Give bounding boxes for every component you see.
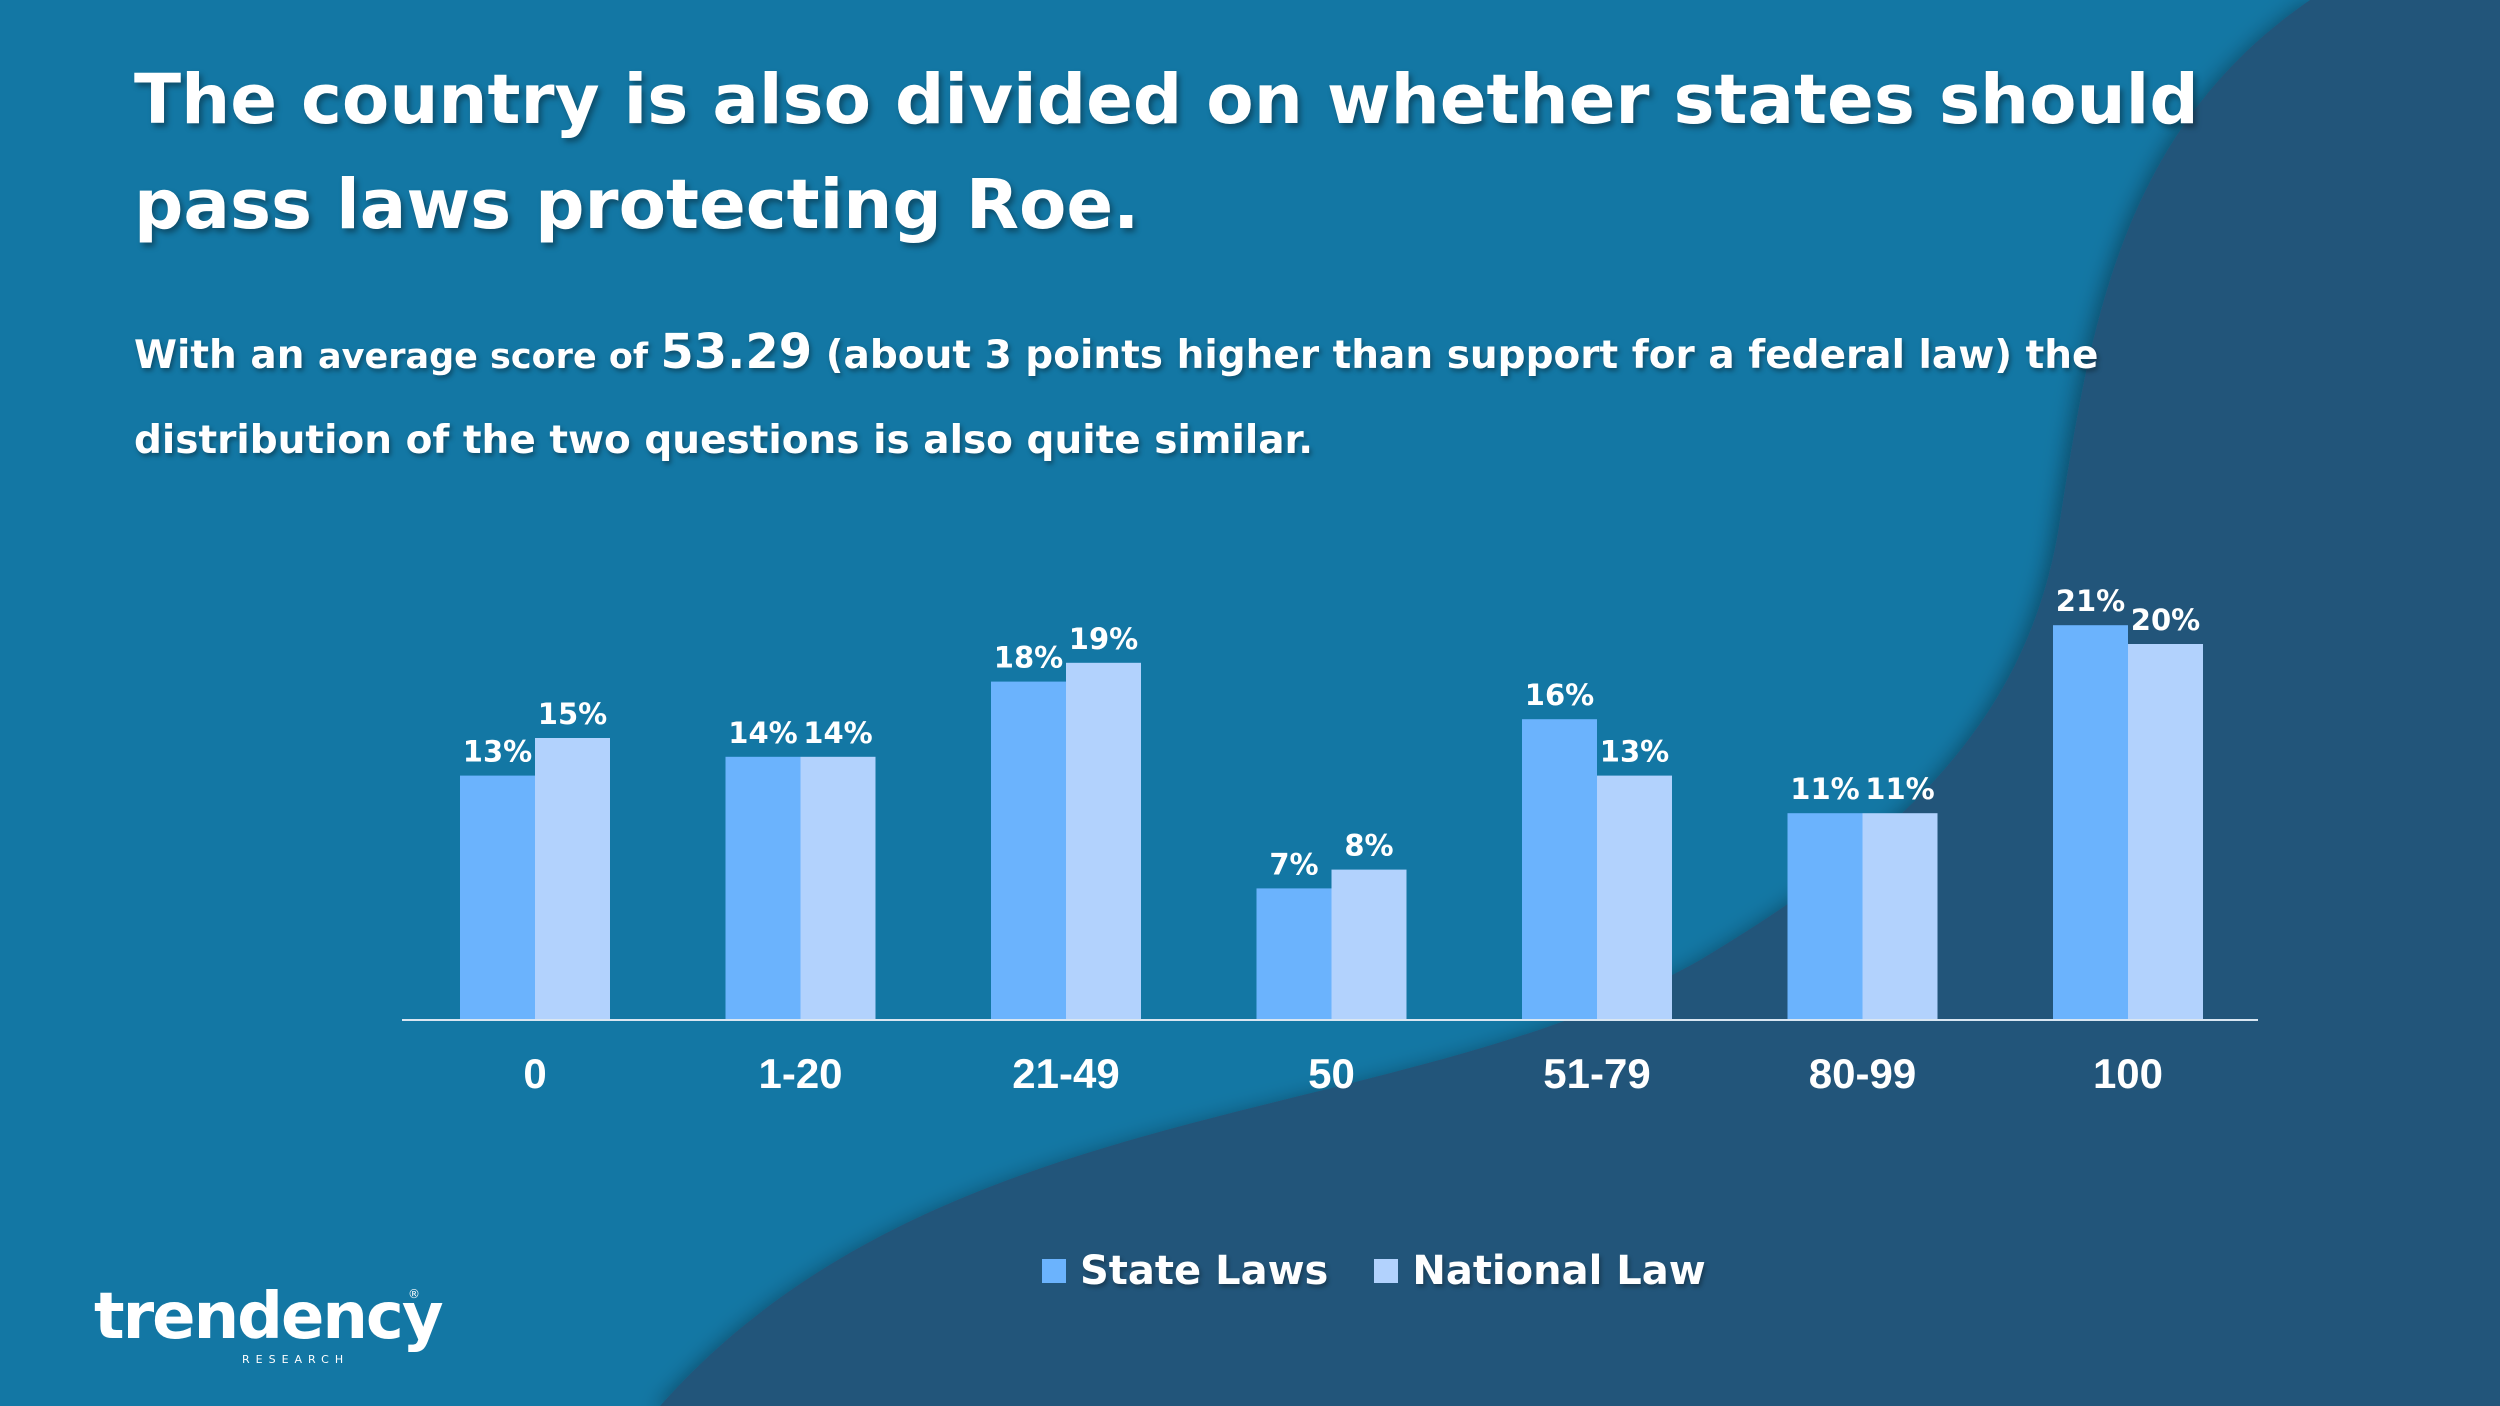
data-label-national-51-79: 13% [1600, 735, 1669, 769]
data-label-national-100: 20% [2131, 603, 2200, 637]
bar-national-0 [535, 738, 610, 1020]
logo-wordmark: trendency [94, 1280, 444, 1354]
bar-state-100 [2053, 625, 2128, 1020]
data-label-national-1-20: 14% [803, 716, 872, 750]
bar-national-51-79 [1597, 775, 1672, 1020]
page-title: The country is also divided on whether s… [134, 60, 2199, 245]
legend-item-state: State Laws [1042, 1248, 1328, 1294]
data-label-state-100: 21% [2056, 584, 2125, 618]
trendency-logo: trendency RESEARCH ® [94, 1280, 444, 1375]
x-tick-label-1-20: 1-20 [758, 1050, 842, 1097]
bar-national-100 [2128, 644, 2203, 1020]
bar-state-50 [1256, 888, 1332, 1020]
bar-national-80-99 [1862, 813, 1938, 1020]
data-label-state-51-79: 16% [1525, 678, 1594, 712]
data-label-state-50: 7% [1269, 847, 1318, 881]
data-label-state-80-99: 11% [1790, 772, 1859, 806]
legend-item-national: National Law [1374, 1248, 1706, 1294]
x-tick-label-80-99: 80-99 [1809, 1050, 1916, 1097]
legend-label-national: National Law [1412, 1248, 1706, 1294]
bar-state-80-99 [1787, 813, 1863, 1020]
bar-national-1-20 [800, 756, 876, 1020]
bar-national-50 [1331, 869, 1407, 1020]
legend-swatch-state [1042, 1259, 1066, 1283]
data-label-state-21-49: 18% [994, 641, 1063, 675]
bar-state-1-20 [725, 756, 801, 1020]
logo-tagline: RESEARCH [242, 1353, 350, 1366]
average-score: 53.29 [660, 324, 813, 380]
data-label-state-0: 13% [463, 735, 532, 769]
legend-label-state: State Laws [1080, 1248, 1329, 1294]
subtitle: With an average score of 53.29 (about 3 … [134, 310, 2234, 483]
bar-state-21-49 [991, 681, 1066, 1020]
x-tick-label-51-79: 51-79 [1543, 1050, 1650, 1097]
chart-legend: State Laws National Law [1042, 1248, 1752, 1294]
x-tick-label-0: 0 [523, 1050, 546, 1097]
x-tick-label-100: 100 [2093, 1050, 2163, 1097]
logo-registered-mark: ® [408, 1287, 420, 1301]
bar-national-21-49 [1066, 662, 1141, 1020]
data-label-national-0: 15% [538, 697, 607, 731]
data-label-state-1-20: 14% [728, 716, 797, 750]
x-tick-label-50: 50 [1308, 1050, 1355, 1097]
bar-state-0 [460, 775, 535, 1020]
subtitle-part2: average score of [318, 337, 661, 377]
subtitle-part1: With an [134, 333, 319, 378]
x-tick-label-21-49: 21-49 [1012, 1050, 1119, 1097]
bar-state-51-79 [1522, 719, 1597, 1020]
data-label-national-80-99: 11% [1865, 772, 1934, 806]
legend-swatch-national [1374, 1259, 1399, 1283]
subtitle-part3: (about 3 points higher than support for … [134, 333, 2099, 463]
data-label-national-21-49: 19% [1069, 622, 1138, 656]
data-label-national-50: 8% [1344, 829, 1393, 863]
